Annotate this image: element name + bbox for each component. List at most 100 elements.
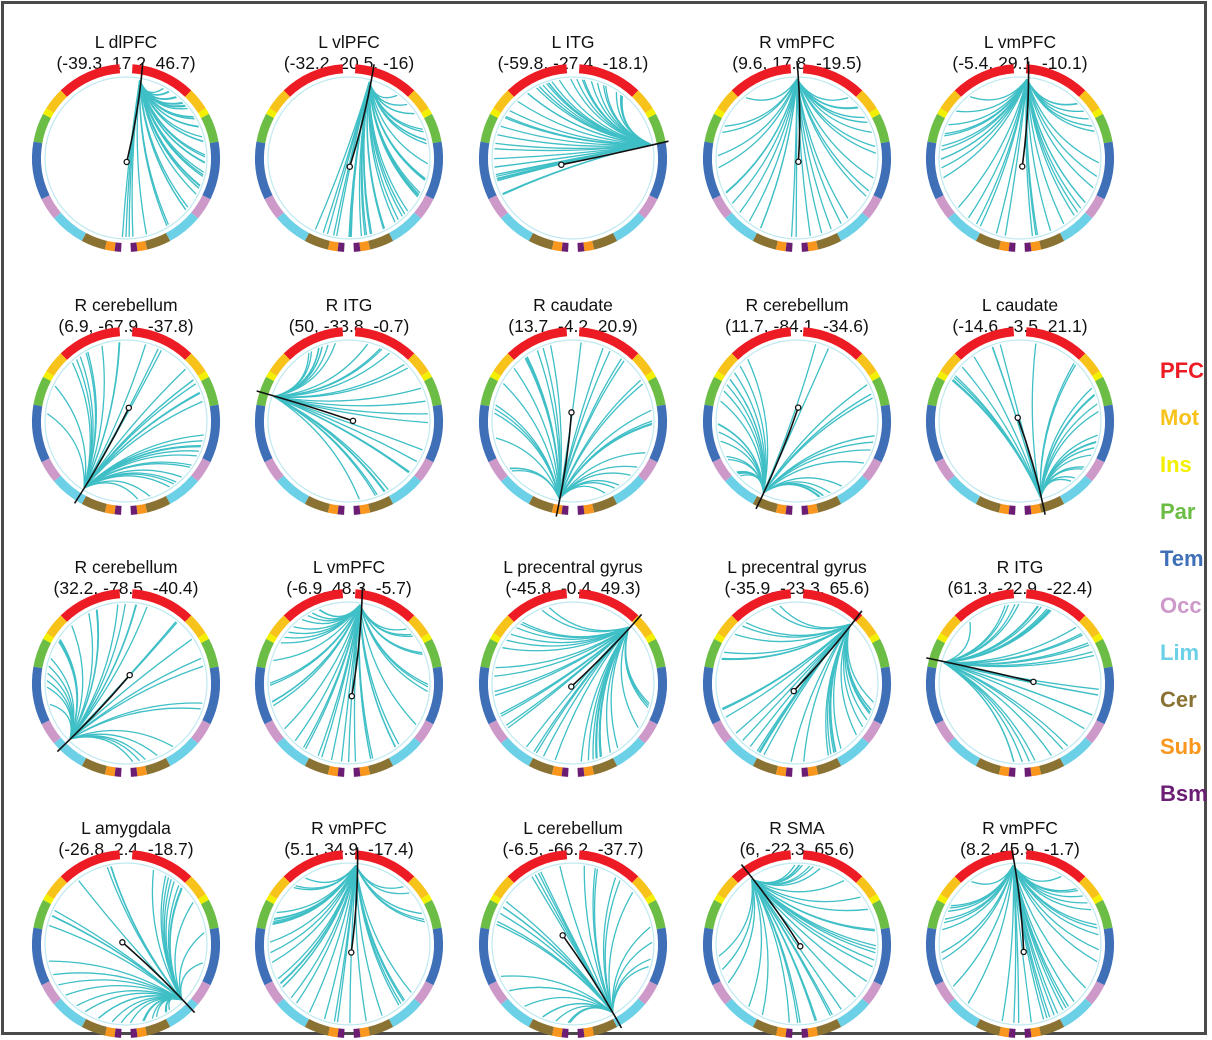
connection-chord [558, 452, 646, 500]
ring-segment-occ-right [638, 458, 658, 482]
connection-chord [151, 869, 183, 1001]
panel-coordinates: (-45.8, -0.4, 49.3) [505, 578, 640, 598]
ring-segment-occ-right [862, 720, 882, 744]
ring-segment-bsm-right [577, 505, 585, 515]
ring-segment-pfc-right [802, 850, 863, 883]
ring-segment-bsm-right [801, 242, 809, 252]
connection-chord [83, 368, 186, 489]
connection-chord [505, 901, 614, 1013]
connection-chord [742, 623, 851, 638]
ring-segment-mot-left [46, 615, 68, 639]
ring-segment-bsm-right [1024, 767, 1032, 777]
ring-segment-pfc-right [1025, 327, 1086, 360]
ring-segment-bsm-left [1008, 505, 1016, 515]
connection-chord [943, 661, 1093, 716]
connection-chord [940, 79, 1028, 160]
ring-segment-ins-left [266, 371, 277, 382]
ring-segment-occ-left [488, 195, 508, 219]
connection-chord [763, 623, 851, 756]
ring-segment-cer-right [591, 757, 618, 775]
ring-segment-bsm-right [353, 767, 361, 777]
ring-segment-pfc-left [954, 589, 1015, 622]
ring-segment-cer-right [367, 232, 394, 250]
connection-chord [349, 81, 371, 238]
ring-segment-tem-right [425, 927, 443, 986]
ring-segment-cer-left [528, 1018, 555, 1036]
connection-chord [46, 413, 85, 489]
panel-coordinates: (-6.5, -66.2, -37.7) [502, 839, 643, 859]
ring-segment-mot-left [269, 876, 291, 900]
ring-segment-mot-right [855, 615, 877, 639]
ring-segment-lim-right [836, 737, 870, 766]
connection-bundle [46, 603, 204, 763]
ring-segment-par-left [480, 638, 499, 669]
ring-segment-sub-right [136, 503, 148, 515]
region-legend: PFC Mot Ins Par Tem Occ Lim Cer Sub Bsm [1160, 358, 1208, 806]
ring-segment-sub-left [327, 503, 339, 515]
ring-segment-par-left [927, 376, 946, 407]
connection-chord [1026, 79, 1094, 189]
ring-segment-lim-left [500, 737, 534, 766]
connection-chord [273, 348, 381, 398]
seed-node [125, 404, 133, 412]
connection-chord [355, 865, 404, 1002]
connection-chord [558, 358, 623, 499]
ring-segment-sub-left [104, 765, 116, 777]
connection-chord [368, 81, 429, 165]
panel-title: L vmPFC [313, 557, 385, 577]
ring-segment-bsm-left [785, 1028, 793, 1038]
panel-title: R caudate [533, 295, 613, 315]
ring-segment-cer-right [1038, 232, 1065, 250]
ring-segment-occ-left [41, 720, 61, 744]
ring-segment-pfc-right [354, 327, 415, 360]
ring-segment-bsm-right [577, 767, 585, 777]
legend-item-pfc: PFC [1160, 358, 1204, 383]
ring-segment-mot-right [1078, 90, 1100, 114]
connectogram-panel: L precentral gyrus(-35.9, -23.3, 65.6) [703, 557, 891, 777]
ring-segment-par-left [256, 113, 275, 144]
ring-segment-mot-right [855, 876, 877, 900]
connection-chord [796, 78, 874, 179]
connectogram-panel: R cerebellum(6.9, -67.9, -37.8) [32, 295, 220, 515]
connection-chord [48, 924, 183, 1001]
ring-segment-bsm-right [1024, 505, 1032, 515]
connection-chord [748, 879, 763, 1007]
connection-bundle [940, 78, 1100, 237]
connectogram-panel: R ITG(61.3, -22.9, -22.4) [926, 557, 1114, 777]
connection-chord [1012, 864, 1088, 904]
connection-chord [273, 347, 320, 398]
connection-chord [163, 879, 183, 1001]
connectogram-panel: R cerebellum(32.2, -78.5, -40.4) [32, 557, 220, 777]
connection-chord [739, 78, 798, 213]
ring-segment-lim-right [165, 475, 199, 504]
connection-chord [69, 604, 138, 740]
connection-chord [725, 78, 798, 193]
connection-chord [510, 626, 630, 644]
connection-chord [65, 985, 183, 1001]
ring-segment-occ-right [191, 720, 211, 744]
seed-line [570, 613, 643, 688]
connection-chord [620, 626, 639, 728]
ring-segment-tem-left [255, 666, 273, 725]
panel-coordinates: (61.3, -22.9, -22.4) [948, 578, 1093, 598]
connection-chord [604, 880, 621, 1013]
ring-segment-par-left [256, 638, 275, 669]
connection-chord [558, 422, 653, 500]
ring-segment-occ-left [264, 195, 284, 219]
ring-segment-cer-right [815, 1018, 842, 1036]
connection-chord [592, 868, 614, 1013]
connection-chord [763, 460, 864, 494]
connection-chord [796, 78, 870, 192]
ring-segment-sub-right [583, 1026, 595, 1038]
seed-line [555, 412, 573, 517]
ring-segment-sub-left [998, 1026, 1010, 1038]
ring-segment-bsm-left [785, 505, 793, 515]
ring-segment-mot-left [493, 876, 515, 900]
ring-segment-tem-right [873, 927, 891, 986]
connection-chord [751, 878, 857, 998]
ring-segment-tem-right [873, 141, 891, 200]
ring-segment-lim-right [165, 212, 199, 241]
ring-segment-lim-left [724, 737, 758, 766]
connection-chord [358, 604, 372, 760]
connection-chord [525, 626, 630, 748]
